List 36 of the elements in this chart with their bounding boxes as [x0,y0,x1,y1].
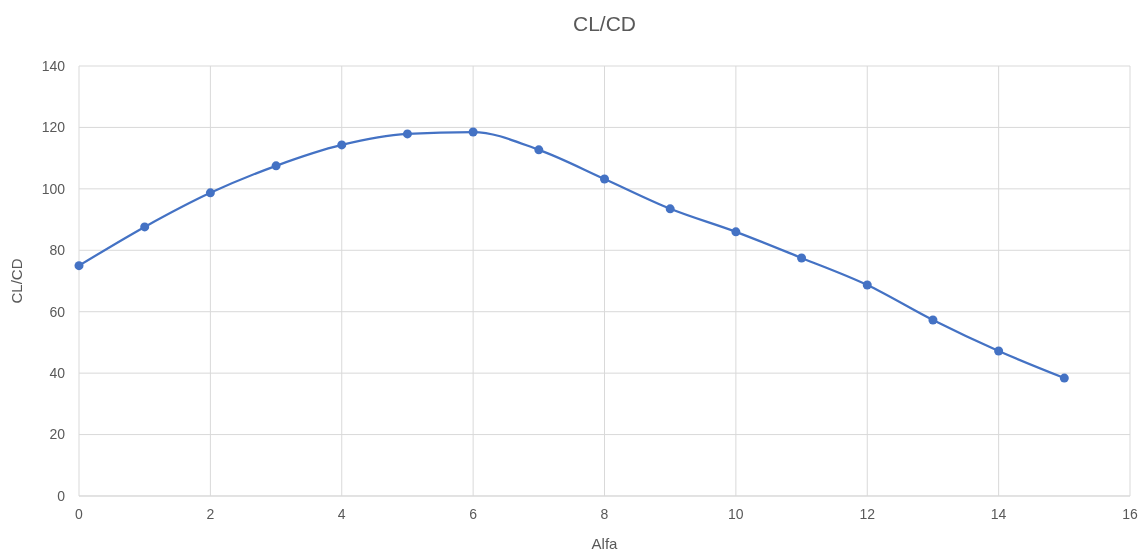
x-tick-label: 4 [337,506,346,522]
point [665,204,675,214]
point [928,315,938,325]
y-axis-title: CL/CD [8,258,25,304]
point [140,222,150,232]
point [271,161,281,171]
point [600,174,609,184]
point [731,227,741,237]
y-tick-label: 140 [41,57,66,74]
x-tick-label: 10 [728,506,744,522]
x-tick-label: 6 [469,506,478,522]
point [205,188,215,198]
point [74,261,84,271]
point [862,280,872,290]
point [797,253,807,263]
x-tick-label: 0 [75,506,84,522]
x-tick-label: 14 [990,506,1007,522]
point [534,145,544,155]
y-tick-label: 120 [41,119,66,136]
x-axis-title: Alfa [591,535,619,552]
x-tick-label: 12 [859,506,876,522]
y-tick-label: 60 [49,303,66,320]
y-tick-label: 40 [49,365,66,382]
x-tick-label: 16 [1122,506,1138,522]
point [468,127,478,137]
y-tick-label: 80 [49,242,66,259]
y-tick-label: 0 [57,487,66,504]
point [1059,373,1069,383]
point [337,140,347,150]
point [994,346,1004,356]
y-tick-label: 100 [41,180,66,197]
x-tick-label: 8 [600,506,609,522]
point [402,129,412,139]
chart-title: CL/CD [572,12,637,35]
x-tick-label: 2 [206,506,215,522]
y-tick-label: 20 [49,426,66,443]
